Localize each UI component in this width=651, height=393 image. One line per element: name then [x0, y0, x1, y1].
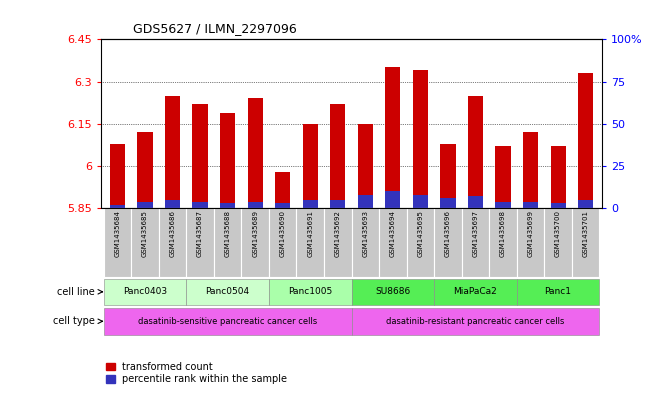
- Text: GDS5627 / ILMN_2297096: GDS5627 / ILMN_2297096: [133, 22, 298, 35]
- Bar: [275, 172, 290, 208]
- Bar: [186, 279, 269, 305]
- Text: GSM1435695: GSM1435695: [417, 210, 423, 257]
- Bar: [247, 202, 263, 208]
- Bar: [324, 208, 352, 277]
- Text: GSM1435689: GSM1435689: [252, 210, 258, 257]
- Bar: [104, 208, 132, 277]
- Text: cell line: cell line: [57, 287, 98, 297]
- Bar: [379, 208, 407, 277]
- Bar: [551, 203, 566, 208]
- Bar: [413, 195, 428, 208]
- Bar: [110, 143, 125, 208]
- Bar: [104, 279, 186, 305]
- Bar: [517, 279, 600, 305]
- Bar: [330, 200, 345, 208]
- Bar: [434, 208, 462, 277]
- Bar: [358, 124, 373, 208]
- Bar: [578, 73, 593, 208]
- Bar: [137, 202, 152, 208]
- Bar: [352, 279, 434, 305]
- Bar: [434, 279, 517, 305]
- Text: GSM1435684: GSM1435684: [115, 210, 120, 257]
- Bar: [303, 200, 318, 208]
- Text: GSM1435696: GSM1435696: [445, 210, 451, 257]
- Text: GSM1435686: GSM1435686: [169, 210, 176, 257]
- Bar: [517, 208, 544, 277]
- Text: Panc1: Panc1: [545, 287, 572, 296]
- Bar: [159, 208, 186, 277]
- Text: Panc0504: Panc0504: [206, 287, 250, 296]
- Text: GSM1435685: GSM1435685: [142, 210, 148, 257]
- Bar: [523, 132, 538, 208]
- Bar: [352, 308, 600, 334]
- Bar: [132, 208, 159, 277]
- Text: GSM1435692: GSM1435692: [335, 210, 340, 257]
- Text: MiaPaCa2: MiaPaCa2: [454, 287, 497, 296]
- Bar: [269, 279, 352, 305]
- Bar: [413, 70, 428, 208]
- Bar: [440, 143, 456, 208]
- Bar: [490, 208, 517, 277]
- Bar: [296, 208, 324, 277]
- Bar: [407, 208, 434, 277]
- Bar: [165, 95, 180, 208]
- Text: GSM1435701: GSM1435701: [583, 210, 589, 257]
- Bar: [220, 112, 235, 208]
- Text: GSM1435697: GSM1435697: [473, 210, 478, 257]
- Text: GSM1435691: GSM1435691: [307, 210, 313, 257]
- Bar: [110, 205, 125, 208]
- Text: dasatinib-resistant pancreatic cancer cells: dasatinib-resistant pancreatic cancer ce…: [386, 317, 564, 326]
- Bar: [440, 198, 456, 208]
- Bar: [468, 196, 483, 208]
- Bar: [462, 208, 490, 277]
- Bar: [186, 208, 214, 277]
- Text: GSM1435700: GSM1435700: [555, 210, 561, 257]
- Bar: [137, 132, 152, 208]
- Text: GSM1435690: GSM1435690: [280, 210, 286, 257]
- Bar: [352, 208, 379, 277]
- Legend: transformed count, percentile rank within the sample: transformed count, percentile rank withi…: [105, 362, 287, 384]
- Bar: [358, 195, 373, 208]
- Text: SU8686: SU8686: [375, 287, 411, 296]
- Bar: [385, 68, 400, 208]
- Text: GSM1435688: GSM1435688: [225, 210, 230, 257]
- Text: Panc0403: Panc0403: [123, 287, 167, 296]
- Bar: [275, 203, 290, 208]
- Text: cell type: cell type: [53, 316, 98, 326]
- Bar: [544, 208, 572, 277]
- Bar: [242, 208, 269, 277]
- Bar: [269, 208, 296, 277]
- Text: GSM1435693: GSM1435693: [363, 210, 368, 257]
- Bar: [214, 208, 242, 277]
- Text: GSM1435699: GSM1435699: [527, 210, 534, 257]
- Bar: [495, 146, 510, 208]
- Bar: [104, 308, 352, 334]
- Bar: [385, 191, 400, 208]
- Bar: [523, 202, 538, 208]
- Bar: [303, 124, 318, 208]
- Bar: [578, 200, 593, 208]
- Text: GSM1435687: GSM1435687: [197, 210, 203, 257]
- Text: GSM1435694: GSM1435694: [390, 210, 396, 257]
- Text: dasatinib-sensitive pancreatic cancer cells: dasatinib-sensitive pancreatic cancer ce…: [138, 317, 317, 326]
- Bar: [330, 104, 345, 208]
- Bar: [468, 95, 483, 208]
- Bar: [220, 203, 235, 208]
- Bar: [165, 200, 180, 208]
- Bar: [247, 99, 263, 208]
- Text: Panc1005: Panc1005: [288, 287, 333, 296]
- Text: GSM1435698: GSM1435698: [500, 210, 506, 257]
- Bar: [572, 208, 600, 277]
- Bar: [495, 202, 510, 208]
- Bar: [193, 202, 208, 208]
- Bar: [551, 146, 566, 208]
- Bar: [193, 104, 208, 208]
